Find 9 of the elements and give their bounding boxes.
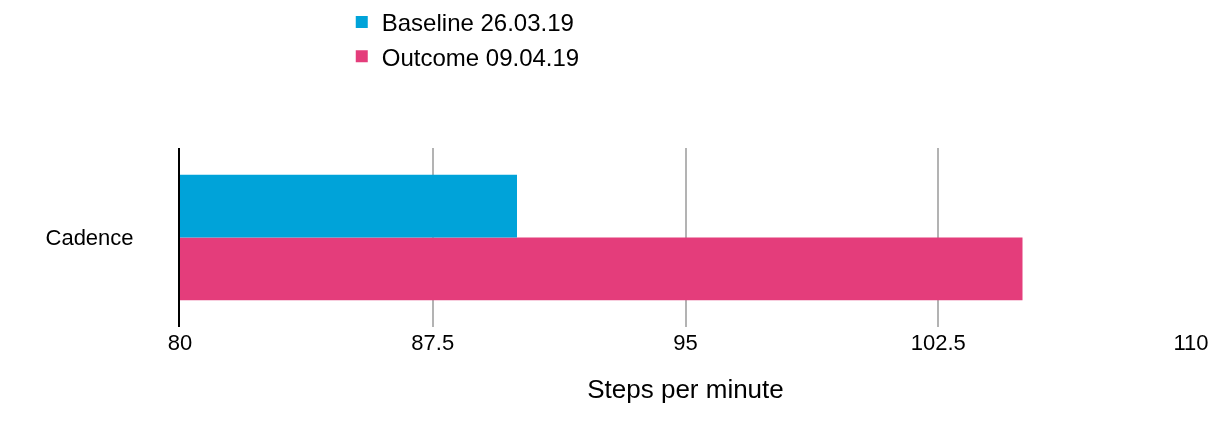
legend-label: Baseline 26.03.19: [381, 9, 574, 37]
x-tick-label: 95: [673, 330, 698, 355]
x-tick-label: 80: [167, 330, 193, 355]
x-tick-label: 87.5: [411, 330, 455, 355]
x-tick-label: 110: [1173, 330, 1209, 355]
y-tick-label: Cadence: [45, 225, 134, 251]
legend-label: Outcome 09.04.19: [381, 43, 580, 71]
x-tick-label: 102.5: [910, 330, 966, 355]
x-axis-title: Steps per minute: [587, 373, 784, 404]
